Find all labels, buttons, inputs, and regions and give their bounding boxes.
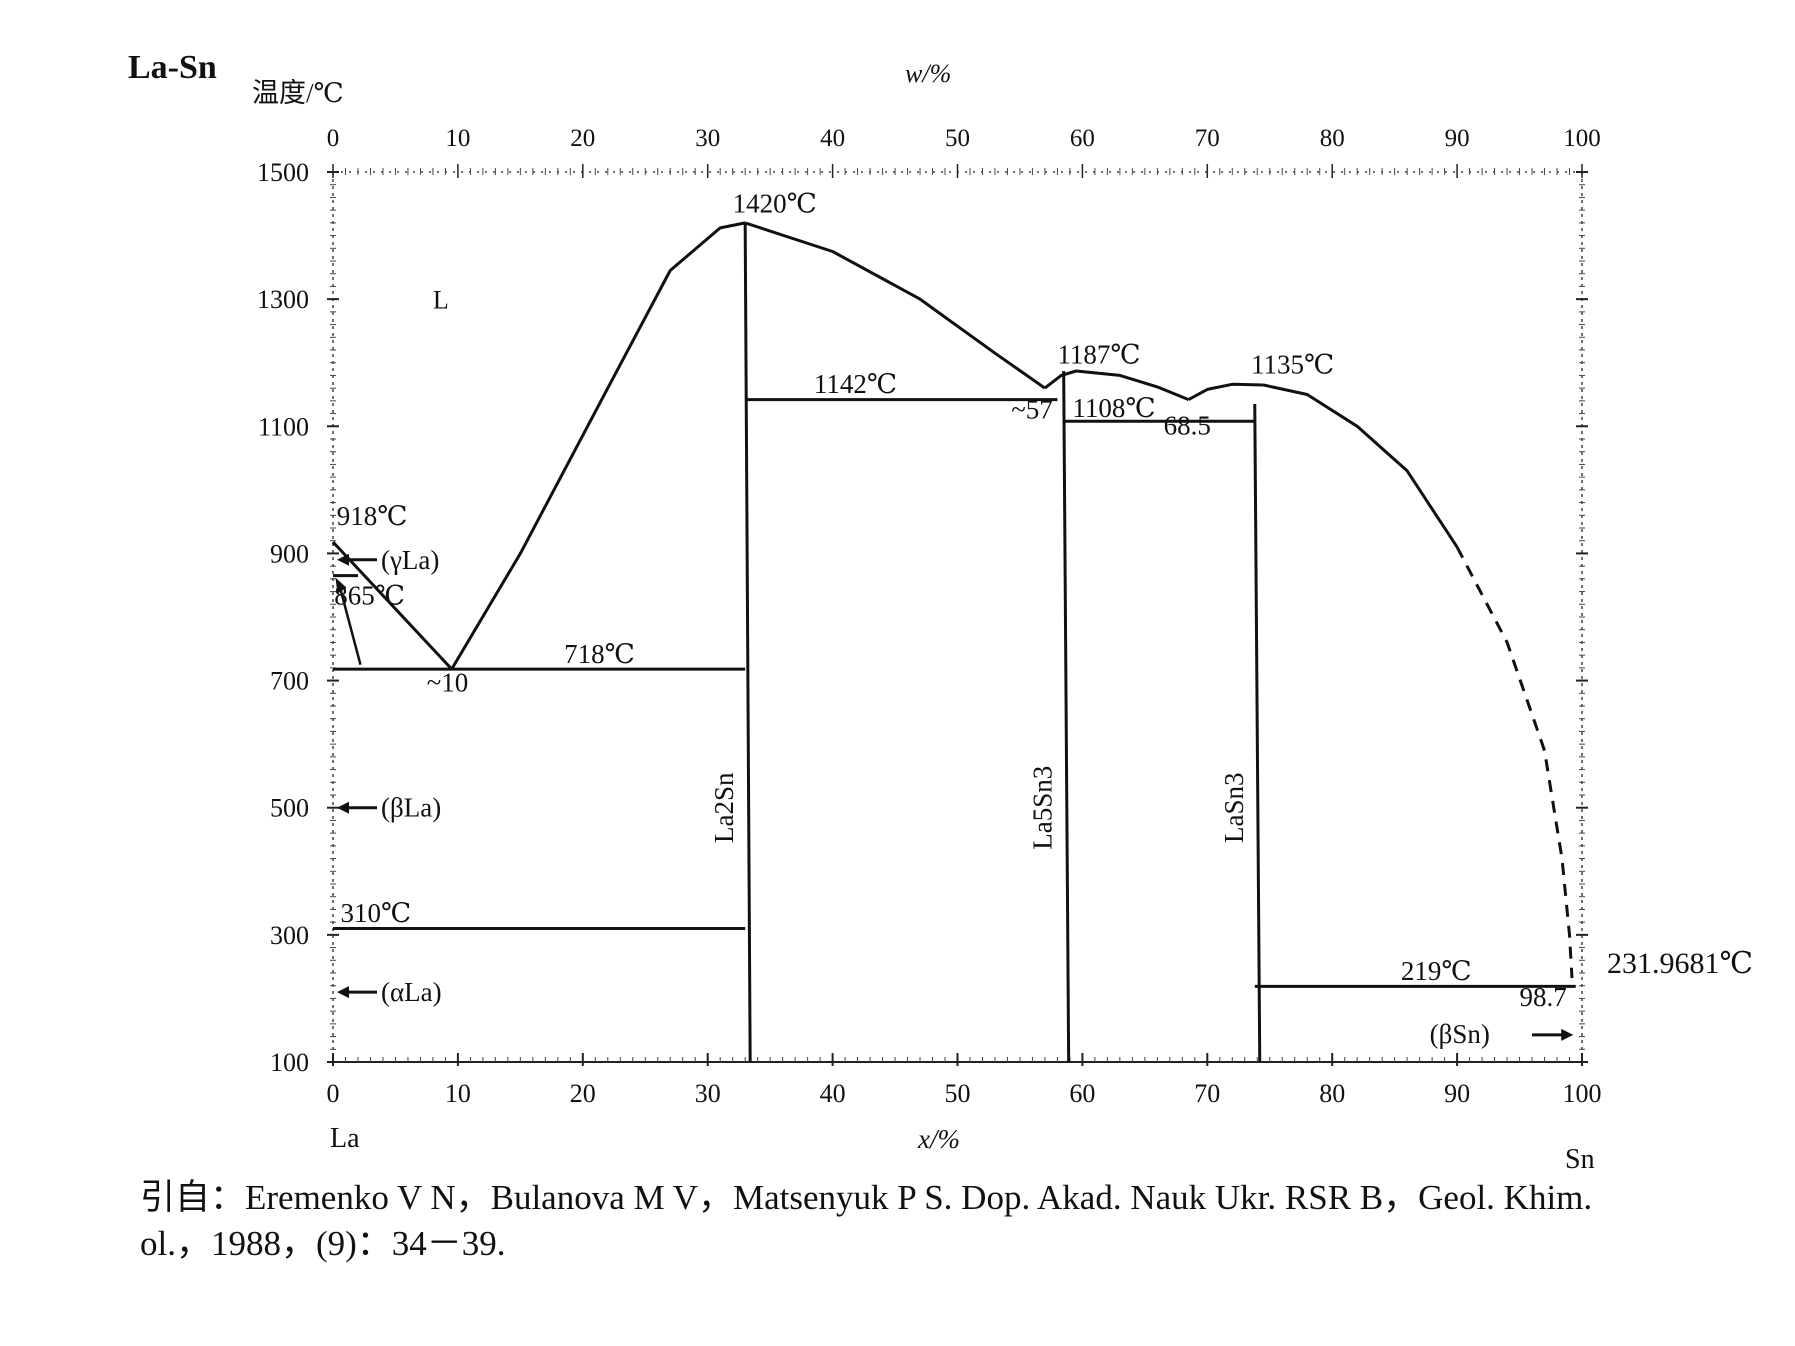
- phase-marker-label: (βLa): [381, 793, 441, 823]
- isotherm-label: 219℃: [1401, 956, 1472, 986]
- compound-label: La5Sn3: [1028, 766, 1058, 850]
- top-tick-label: 40: [820, 125, 845, 152]
- boundary-La2Sn-liquidus-left: [450, 221, 746, 670]
- top-tick-label: 60: [1070, 125, 1095, 152]
- annotation-label: 98.7: [1520, 982, 1567, 1012]
- x-tick-label: 0: [327, 1079, 340, 1108]
- annotation-label: 231.9681℃: [1607, 947, 1753, 980]
- bottom-axis-label: x/%: [917, 1124, 960, 1154]
- phase-marker-arrowhead: [337, 801, 349, 814]
- y-axis-label: 温度/℃: [252, 78, 344, 108]
- boundary-LaSn3-liquidus-right: [1263, 383, 1459, 548]
- y-tick-label: 1300: [257, 285, 309, 314]
- top-tick-label: 80: [1320, 125, 1345, 152]
- top-tick-label: 20: [570, 125, 595, 152]
- isotherm-label: 310℃: [340, 898, 411, 928]
- annotation-label: 918℃: [337, 501, 408, 531]
- annotation-label: 1420℃: [733, 189, 817, 219]
- phase-boundaries: [331, 221, 1576, 1063]
- annotation-label: L: [433, 286, 449, 315]
- phase-marker-label: (αLa): [381, 977, 442, 1007]
- boundary-gammaLa-liquidus: [331, 540, 453, 671]
- y-tick-label: 1100: [258, 412, 309, 441]
- x-tick-label: 100: [1563, 1079, 1602, 1108]
- x-tick-label: 90: [1444, 1079, 1470, 1108]
- top-tick-label: 50: [945, 125, 970, 152]
- x-tick-label: 20: [570, 1079, 596, 1108]
- top-tick-label: 30: [695, 125, 720, 152]
- phase-marker-arrowhead: [1561, 1028, 1574, 1041]
- annotation-label: 1135℃: [1251, 350, 1334, 380]
- y-tick-label: 300: [270, 921, 309, 950]
- y-tick-label: 100: [270, 1048, 309, 1077]
- compound-line: [743, 222, 752, 1063]
- isotherm-label: 718℃: [564, 639, 635, 669]
- transition-arrowhead: [335, 577, 347, 594]
- citation-line-2: ol.，1988，(9)：34－39.: [140, 1224, 506, 1263]
- annotation-label: 68.5: [1164, 411, 1211, 441]
- citation: 引自：Eremenko V N，Bulanova M V，Matsenyuk P…: [140, 1175, 1780, 1267]
- x-tick-label: 50: [945, 1079, 971, 1108]
- boundary-La5Sn3-liquidus: [1043, 369, 1190, 401]
- isotherm-label: 1108℃: [1072, 393, 1155, 423]
- boundary-LaSn3-liquidus-left: [1187, 382, 1264, 401]
- x-tick-label: 70: [1194, 1079, 1220, 1108]
- transition-arrow: [338, 585, 362, 665]
- left-element-label: La: [330, 1123, 360, 1154]
- x-tick-label: 60: [1069, 1079, 1095, 1108]
- annotation-label: ~10: [427, 667, 469, 697]
- phase-marker-arrowhead: [337, 553, 349, 566]
- x-tick-label: 40: [820, 1079, 846, 1108]
- compound-line: [1062, 370, 1071, 1063]
- y-tick-label: 1500: [257, 158, 309, 187]
- isotherm-label: 1142℃: [814, 369, 897, 399]
- compound-label: LaSn3: [1219, 772, 1249, 843]
- x-tick-label: 30: [695, 1079, 721, 1108]
- top-tick-label: 100: [1563, 125, 1601, 152]
- boundary-La2Sn-liquidus-right: [744, 221, 1046, 390]
- top-tick-label: 70: [1195, 125, 1220, 152]
- right-element-label: Sn: [1565, 1144, 1595, 1175]
- compound-line: [1253, 404, 1262, 1063]
- phase-marker-arrowhead: [337, 986, 349, 999]
- top-tick-label: 10: [445, 125, 470, 152]
- boundary-LaSn3-liquidus-dashed: [1455, 546, 1574, 979]
- x-tick-label: 80: [1319, 1079, 1345, 1108]
- annotation-label: 1187℃: [1057, 339, 1140, 369]
- y-tick-label: 700: [270, 667, 309, 696]
- chart-labels: La-Sn 温度/℃ w/% x/% La Sn: [128, 49, 1595, 1175]
- x-tick-label: 10: [445, 1079, 471, 1108]
- y-tick-label: 900: [270, 539, 309, 568]
- phase-marker-label: (γLa): [381, 545, 439, 575]
- y-tick-label: 500: [270, 794, 309, 823]
- annotation-label: ~57: [1011, 395, 1053, 425]
- phase-marker-label: (βSn): [1430, 1019, 1490, 1049]
- top-tick-label: 0: [327, 125, 340, 152]
- compound-label: La2Sn: [709, 772, 739, 843]
- chart-title: La-Sn: [128, 49, 217, 86]
- annotations: 865℃ 718℃ 1142℃ 1108℃ 310℃ 219℃ La2Sn La5Sn3 LaS…: [334, 189, 1753, 1049]
- top-tick-label: 90: [1445, 125, 1470, 152]
- top-axis-label: w/%: [905, 59, 951, 88]
- citation-line-1: 引自：Eremenko V N，Bulanova M V，Matsenyuk P…: [140, 1178, 1593, 1217]
- isotherm-label: 865℃: [334, 580, 405, 610]
